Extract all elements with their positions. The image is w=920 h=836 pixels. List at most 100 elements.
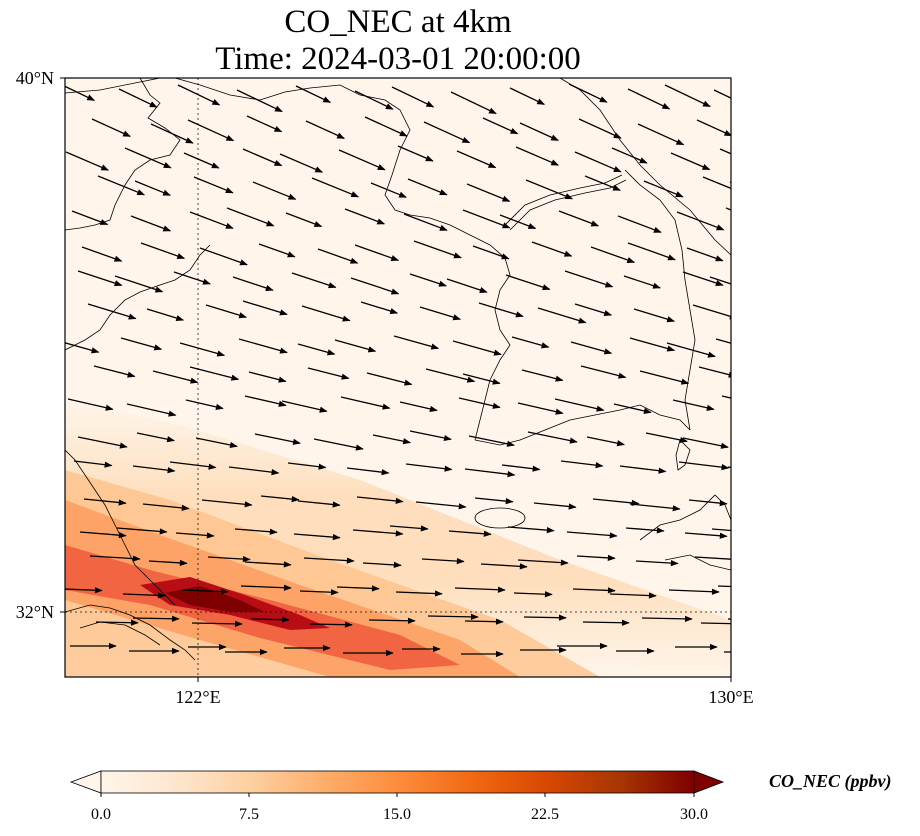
wind-arrow xyxy=(87,303,137,320)
wind-arrow xyxy=(572,587,616,594)
wind-arrow xyxy=(81,246,123,262)
wind-arrow xyxy=(527,431,578,444)
wind-arrow xyxy=(525,179,574,200)
wind-arrow xyxy=(67,398,114,411)
wind-arrow xyxy=(334,339,377,353)
wind-arrow xyxy=(472,245,510,260)
wind-arrow xyxy=(242,300,288,316)
wind-arrow xyxy=(419,306,461,321)
wind-arrow xyxy=(748,372,789,382)
wind-arrow xyxy=(509,87,546,105)
wind-arrow xyxy=(193,176,234,194)
wind-arrow xyxy=(360,301,399,315)
wind-arrow xyxy=(134,180,171,196)
wind-arrow xyxy=(83,498,127,506)
wind-arrow xyxy=(65,587,103,594)
wind-arrow xyxy=(291,272,337,289)
wind-arrow xyxy=(399,401,438,412)
title-line-2: Time: 2024-03-01 20:00:00 xyxy=(215,41,581,77)
wind-arrow xyxy=(403,213,448,231)
title-line-1: CO_NEC at 4km xyxy=(284,4,512,40)
wind-arrow xyxy=(478,302,524,318)
wind-arrow xyxy=(297,500,341,508)
wind-arrow xyxy=(637,123,685,146)
wind-arrow xyxy=(179,342,226,357)
wind-arrow xyxy=(729,181,731,184)
wind-arrow xyxy=(248,371,287,383)
colorbar-extend-min xyxy=(69,770,102,794)
wind-arrow xyxy=(458,397,501,409)
colorbar-tick-22-5: 22.5 xyxy=(531,806,559,823)
wind-arrow xyxy=(89,555,141,562)
wind-arrow xyxy=(338,149,386,171)
wind-arrow xyxy=(454,586,506,593)
wind-arrow xyxy=(189,211,234,229)
wind-arrow xyxy=(531,241,573,257)
wind-arrow xyxy=(560,460,604,469)
wind-arrow xyxy=(676,211,725,231)
wind-arrow xyxy=(189,366,240,381)
colorbar-label: CO_NEC (ppbv) xyxy=(769,771,892,791)
wind-arrow xyxy=(505,274,551,291)
wind-arrow xyxy=(727,618,731,620)
wind-arrow xyxy=(142,503,190,512)
wind-arrow xyxy=(580,365,627,379)
wind-arrow xyxy=(65,151,110,171)
wind-arrow xyxy=(114,275,164,293)
wind-arrow xyxy=(240,584,292,591)
wind-arrow xyxy=(126,403,177,417)
wind-arrow xyxy=(281,400,328,413)
wind-arrow xyxy=(682,271,724,286)
coast-north-korea-west xyxy=(449,224,511,441)
wind-arrow xyxy=(617,215,662,233)
wind-arrow xyxy=(517,402,564,415)
wind-arrow xyxy=(466,183,511,202)
wind-arrow xyxy=(152,370,199,384)
wind-arrow xyxy=(173,271,211,285)
wind-arrow xyxy=(456,150,497,169)
wind-arrow xyxy=(250,616,290,623)
plume-mid xyxy=(65,500,520,677)
coast-china-east xyxy=(65,244,211,351)
wind-arrow xyxy=(295,85,332,103)
wind-arrow xyxy=(258,243,296,258)
wind-arrow xyxy=(397,145,434,162)
wind-arrow xyxy=(592,498,640,507)
wind-arrow xyxy=(641,615,693,622)
wind-arrow xyxy=(635,559,679,567)
wind-arrow xyxy=(727,466,731,469)
wind-arrow xyxy=(519,122,559,141)
colorbar-tick-15: 15.0 xyxy=(383,806,411,823)
lat-label-32n: 32°N xyxy=(15,602,54,622)
lon-label-122e: 122°E xyxy=(175,687,221,707)
wind-arrow xyxy=(584,175,621,191)
wind-arrow xyxy=(744,562,794,565)
wind-arrow xyxy=(317,248,359,264)
wind-arrow xyxy=(421,557,465,565)
wind-arrow xyxy=(124,147,172,169)
wind-arrow xyxy=(629,503,681,512)
wind-arrow xyxy=(309,621,353,628)
wind-arrow xyxy=(696,119,731,137)
wind-arrow xyxy=(336,585,380,592)
wind-arrow xyxy=(611,147,648,164)
wind-arrow xyxy=(684,532,728,539)
wind-arrow xyxy=(252,181,297,200)
wind-arrow xyxy=(228,466,280,476)
wind-arrow xyxy=(736,244,776,258)
wind-arrow xyxy=(362,561,402,568)
wind-arrow xyxy=(645,432,688,444)
map-frame xyxy=(64,77,732,678)
wind-arrow xyxy=(254,433,301,445)
wind-arrow xyxy=(639,370,690,385)
wind-arrow xyxy=(226,207,275,227)
wind-arrow xyxy=(709,276,731,285)
wind-arrow xyxy=(181,588,229,595)
wind-arrow xyxy=(354,244,400,262)
wind-arrow xyxy=(391,86,435,108)
wind-arrow xyxy=(698,366,731,378)
wind-arrow xyxy=(590,246,636,264)
wind-arrow xyxy=(613,403,652,414)
wind-arrow xyxy=(313,438,364,451)
wind-arrow xyxy=(732,434,781,444)
